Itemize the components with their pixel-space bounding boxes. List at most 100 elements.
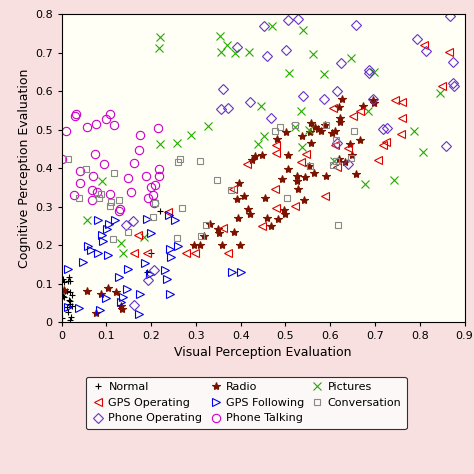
Conversation xyxy=(292,122,298,128)
Phone Talking xyxy=(73,111,79,117)
Phone Talking xyxy=(59,156,65,162)
GPS Following xyxy=(76,306,82,311)
GPS Following xyxy=(238,269,244,275)
Phone Operating xyxy=(283,47,289,53)
Phone Operating xyxy=(151,267,157,273)
Phone Talking xyxy=(145,195,150,201)
Conversation xyxy=(111,170,117,175)
Normal xyxy=(68,314,73,319)
Pictures xyxy=(269,23,275,28)
Pictures xyxy=(156,45,162,50)
GPS Following xyxy=(65,304,71,310)
Pictures xyxy=(299,144,305,150)
Phone Operating xyxy=(384,125,390,130)
GPS Following xyxy=(97,307,102,313)
Radio xyxy=(323,122,328,128)
Phone Operating xyxy=(451,83,456,89)
Phone Talking xyxy=(93,122,99,128)
Conversation xyxy=(98,191,104,197)
Radio xyxy=(309,140,314,146)
GPS Operating xyxy=(303,151,309,157)
GPS Operating xyxy=(135,232,141,238)
Phone Operating xyxy=(335,140,340,146)
GPS Following xyxy=(137,311,142,317)
GPS Following xyxy=(167,292,173,297)
Pictures xyxy=(261,133,266,138)
Phone Talking xyxy=(77,181,82,186)
Pictures xyxy=(307,128,312,133)
GPS Operating xyxy=(345,145,350,151)
Phone Talking xyxy=(116,208,122,214)
Conversation xyxy=(272,128,277,134)
GPS Following xyxy=(168,254,173,260)
Normal xyxy=(70,303,75,309)
Normal xyxy=(59,315,64,320)
Pictures xyxy=(372,69,377,75)
GPS Following xyxy=(106,221,112,227)
Normal xyxy=(59,286,64,292)
Phone Talking xyxy=(137,147,142,153)
Pictures xyxy=(292,124,298,130)
GPS Following xyxy=(85,243,91,249)
Phone Operating xyxy=(225,105,231,110)
GPS Operating xyxy=(392,97,398,102)
Conversation xyxy=(203,222,209,228)
GPS Operating xyxy=(399,115,404,120)
Pictures xyxy=(188,132,194,138)
Normal xyxy=(61,294,67,300)
GPS Operating xyxy=(439,83,445,89)
Normal xyxy=(67,298,73,303)
Pictures xyxy=(255,141,261,146)
Phone Talking xyxy=(107,111,112,117)
Conversation xyxy=(65,156,71,162)
Pictures xyxy=(258,103,264,109)
Conversation xyxy=(179,205,185,211)
Conversation xyxy=(175,159,181,164)
GPS Following xyxy=(80,259,85,265)
Pictures xyxy=(84,217,90,223)
Normal xyxy=(67,317,73,323)
Phone Talking xyxy=(156,173,162,179)
Pictures xyxy=(365,108,371,114)
Normal xyxy=(65,310,71,315)
Pictures xyxy=(205,123,211,128)
GPS Operating xyxy=(421,42,427,48)
Phone Operating xyxy=(450,59,456,65)
Conversation xyxy=(83,166,89,172)
Phone Talking xyxy=(151,201,156,206)
Pictures xyxy=(298,108,304,114)
GPS Following xyxy=(112,217,118,222)
Legend: Normal, GPS Operating, Phone Operating, Radio, GPS Following, Phone Talking, Pic: Normal, GPS Operating, Phone Operating, … xyxy=(86,377,407,429)
GPS Following xyxy=(118,300,124,305)
Phone Talking xyxy=(72,113,77,119)
GPS Operating xyxy=(220,225,226,230)
Conversation xyxy=(150,214,155,219)
Conversation xyxy=(77,196,82,201)
Phone Operating xyxy=(334,89,340,94)
GPS Operating xyxy=(131,250,137,256)
Phone Talking xyxy=(111,122,117,128)
Conversation xyxy=(331,162,337,167)
Line: Phone Talking: Phone Talking xyxy=(58,109,164,215)
Phone Talking xyxy=(148,184,154,190)
GPS Following xyxy=(166,212,172,218)
Normal xyxy=(148,250,154,256)
Radio xyxy=(370,98,376,103)
Conversation xyxy=(333,137,339,143)
Normal xyxy=(61,287,67,292)
GPS Following xyxy=(95,217,100,223)
Phone Operating xyxy=(443,143,449,149)
Phone Talking xyxy=(71,192,77,198)
Phone Operating xyxy=(447,13,453,18)
Conversation xyxy=(308,164,313,169)
GPS Following xyxy=(65,266,71,272)
GPS Operating xyxy=(292,203,298,209)
Pictures xyxy=(157,141,163,146)
Phone Talking xyxy=(155,125,161,131)
Phone Talking xyxy=(63,128,69,134)
GPS Following xyxy=(144,217,150,222)
Pictures xyxy=(331,158,337,164)
Phone Operating xyxy=(354,22,359,28)
GPS Operating xyxy=(298,159,304,164)
Normal xyxy=(66,274,72,280)
